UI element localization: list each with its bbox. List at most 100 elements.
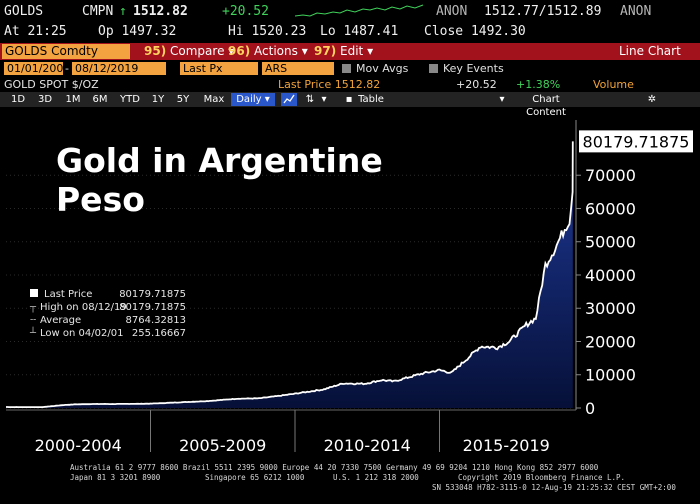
- legend-last-value: 80179.71875: [119, 289, 186, 300]
- x-period-label: 2005-2009: [179, 436, 266, 455]
- compare-code: 95): [144, 44, 167, 58]
- actions-label: Actions: [254, 44, 298, 58]
- chart-content-button[interactable]: Chart Content: [526, 94, 566, 118]
- last-value-label: 80179.71875: [583, 132, 690, 151]
- x-period-label: 2000-2004: [35, 436, 122, 455]
- field-selector[interactable]: Last Px: [180, 62, 258, 75]
- period-5y[interactable]: 5Y: [176, 94, 190, 105]
- y-tick-label: 40000: [585, 266, 636, 285]
- legend-low: ┴ Low on 04/02/01 255.16667: [30, 328, 186, 341]
- y-tick-label: 10000: [585, 366, 636, 385]
- start-date-field[interactable]: 01/01/2000: [4, 62, 70, 75]
- mov-avgs-checkbox[interactable]: [342, 64, 351, 73]
- table-button[interactable]: Table: [358, 94, 384, 105]
- overlay-title-line2: Peso: [56, 180, 145, 219]
- chevron-down-icon[interactable]: ▾: [499, 94, 505, 105]
- footer-phones-line1: Australia 61 2 9777 8600 Brazil 5511 239…: [70, 463, 599, 472]
- price-line: [6, 141, 574, 409]
- period-ytd[interactable]: YTD: [120, 94, 140, 105]
- overlay-title-line1: Gold in Argentine: [56, 141, 383, 180]
- frequency-dropdown[interactable]: Daily ▾: [231, 93, 275, 106]
- table-icon: ▪: [345, 94, 353, 105]
- price-area-fill: [6, 141, 573, 408]
- high-marker-icon: ┬: [30, 302, 37, 313]
- low-marker-icon: ┴: [30, 328, 37, 339]
- status-row: GOLD SPOT $/OZ Last Price 1512.82 +20.52…: [0, 77, 700, 91]
- high-price: Hi 1520.23: [228, 24, 307, 39]
- legend-low-value: 255.16667: [131, 328, 186, 339]
- compare-label: Compare: [170, 44, 225, 58]
- status-percent-change: +1.38%: [516, 78, 561, 91]
- chevron-down-icon: ▾: [264, 94, 270, 105]
- period-1m[interactable]: 1M: [65, 94, 81, 105]
- footer-copyright: Copyright 2019 Bloomberg Finance L.P.: [458, 473, 626, 482]
- bid-ask: 1512.77/1512.89: [484, 4, 602, 19]
- edit-code: 97): [314, 44, 337, 58]
- gear-icon[interactable]: ✲: [647, 94, 657, 105]
- price-source: CMPN: [82, 4, 114, 19]
- key-events-checkbox[interactable]: [429, 64, 438, 73]
- chevron-down-icon[interactable]: ▾: [321, 94, 327, 105]
- bar-style-icon[interactable]: ⇅: [305, 94, 315, 105]
- actions-button[interactable]: 96) Actions ▾: [228, 44, 308, 59]
- period-6m[interactable]: 6M: [92, 94, 108, 105]
- y-tick-label: 30000: [585, 299, 636, 318]
- currency-selector[interactable]: ARS: [262, 62, 334, 75]
- last-value-box: [579, 130, 693, 153]
- legend-high: ┬ High on 08/12/19 80179.71875: [30, 302, 186, 315]
- period-max[interactable]: Max: [203, 94, 225, 105]
- legend-last-label: Last Price: [44, 289, 93, 300]
- up-arrow-icon: ↑: [119, 4, 127, 19]
- close-price: Close 1492.30: [424, 24, 526, 39]
- ticker[interactable]: GOLDS: [4, 4, 44, 19]
- open-price: Op 1497.32: [98, 24, 177, 39]
- compare-button[interactable]: 95) Compare ▾: [144, 44, 234, 59]
- edit-button[interactable]: 97) Edit ▾: [314, 44, 373, 59]
- y-tick-label: 60000: [585, 199, 636, 218]
- chart-toolbar: 1D 3D 1M 6M YTD 1Y 5Y Max Daily ▾ ⇅ ▾ ▪ …: [0, 92, 700, 118]
- chevron-down-icon: ▾: [228, 44, 235, 58]
- period-1d[interactable]: 1D: [10, 94, 26, 105]
- chart-type-label: Line Chart: [619, 44, 681, 58]
- date-separator: -: [65, 62, 69, 75]
- legend-low-label: Low on 04/02/01: [40, 328, 124, 339]
- footer-session-info: SN 533048 H782-3115-0 12-Aug-19 21:25:32…: [432, 483, 676, 492]
- legend-last: Last Price 80179.71875: [30, 289, 186, 302]
- actions-code: 96): [228, 44, 251, 58]
- settings-row: 01/01/2000 - 08/12/2019 Last Px ARS Mov …: [0, 61, 700, 76]
- legend-high-value: 80179.71875: [119, 302, 186, 313]
- period-3d[interactable]: 3D: [37, 94, 53, 105]
- chevron-down-icon: ▾: [301, 44, 308, 58]
- price-change: +20.52: [222, 4, 269, 19]
- x-period-label: 2010-2014: [324, 436, 411, 455]
- period-1y[interactable]: 1Y: [151, 94, 165, 105]
- footer-phone-singapore: Singapore 65 6212 1000: [205, 473, 305, 482]
- low-price: Lo 1487.41: [320, 24, 399, 39]
- legend-average-value: 8764.32813: [125, 315, 186, 326]
- key-events-label: Key Events: [443, 62, 504, 75]
- line-chart-icon[interactable]: [281, 93, 297, 106]
- anon-bid-source: ANON: [436, 4, 468, 19]
- footer: Australia 61 2 9777 8600 Brazil 5511 239…: [0, 457, 700, 504]
- y-tick-label: 70000: [585, 166, 636, 185]
- ohlc-bar: At 21:25 Op 1497.32 Hi 1520.23 Lo 1487.4…: [0, 22, 700, 42]
- price-chart: 0 10000 20000 30000 40000 50000 60000 70000 200…: [6, 120, 693, 455]
- legend-average: ╌ Average 8764.32813: [30, 315, 186, 328]
- legend-average-label: Average: [40, 315, 82, 326]
- average-marker-icon: ╌: [30, 315, 37, 326]
- instrument-label: GOLD SPOT $/OZ: [4, 78, 99, 91]
- y-tick-label: 50000: [585, 233, 636, 252]
- intraday-sparkline: [295, 4, 424, 17]
- quote-bar: GOLDS CMPN ↑ 1512.82 +20.52 ANON 1512.77…: [0, 0, 700, 22]
- end-date-field[interactable]: 08/12/2019: [72, 62, 166, 75]
- anon-ask-source: ANON: [620, 4, 652, 19]
- legend-swatch-icon: [30, 289, 38, 297]
- y-tick-label: 0: [585, 399, 595, 418]
- mov-avgs-label: Mov Avgs: [356, 62, 409, 75]
- security-field[interactable]: GOLDS Comdty: [2, 44, 130, 59]
- legend-high-label: High on 08/12/19: [40, 302, 127, 313]
- edit-label: Edit: [340, 44, 364, 58]
- quote-time: At 21:25: [4, 24, 67, 39]
- x-period-label: 2015-2019: [463, 436, 550, 455]
- volume-label: Volume: [593, 78, 634, 91]
